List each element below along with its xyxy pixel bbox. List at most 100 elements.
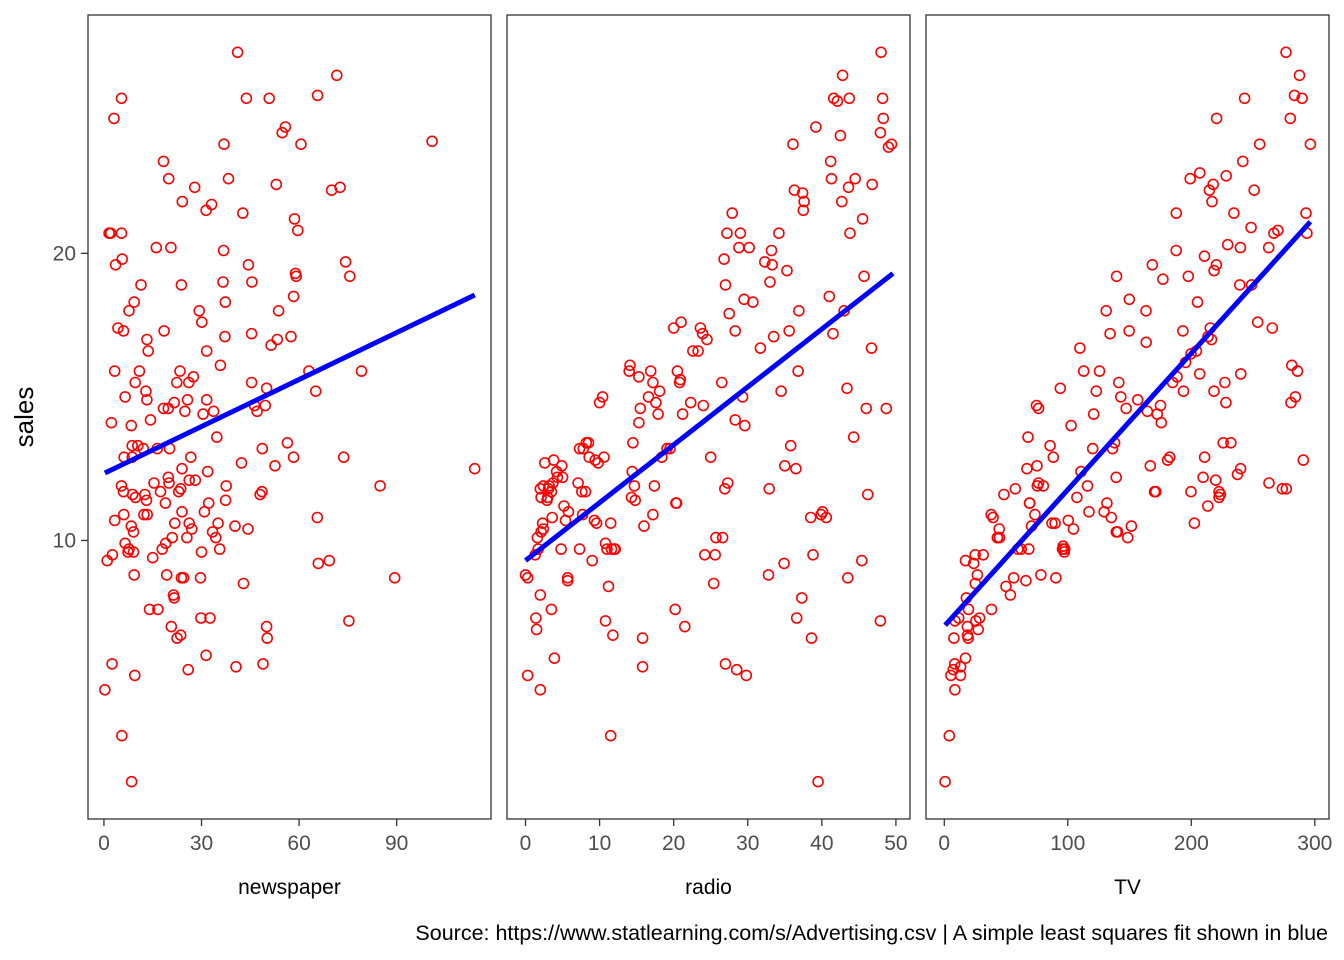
data-point [139,488,151,501]
data-point [1194,167,1206,179]
data-point [875,46,887,59]
data-point [764,276,776,288]
data-point [1031,459,1043,472]
data-point [181,531,193,544]
data-point [573,442,586,455]
data-point [108,112,120,125]
data-point [1047,451,1060,464]
data-point [1193,368,1206,380]
data-point [337,451,350,464]
data-point [165,241,177,254]
data-point [993,531,1006,544]
data-point [599,615,612,627]
data-point [174,365,186,377]
data-point [1208,385,1220,398]
data-point [158,325,170,337]
data-point [1234,279,1246,291]
data-point [781,264,793,277]
data-point [1083,505,1095,518]
data-point [734,227,747,239]
data-point [119,391,131,403]
y-tick-label: 20 [53,242,76,265]
data-point [261,632,274,644]
data-point [816,505,829,518]
data-point [179,405,191,418]
x-tick-label: 0 [520,832,532,855]
data-point [743,241,756,254]
data-point [1288,89,1301,102]
data-point [954,669,967,682]
data-point [133,365,146,377]
data-point [1191,296,1204,308]
data-point [778,557,790,570]
fit-line [943,220,1313,627]
data-point [125,520,138,532]
data-point [546,511,559,524]
data-point [583,451,596,464]
data-point [804,511,817,524]
data-point [169,517,181,530]
x-tick-label: 40 [810,832,833,855]
data-point [212,517,224,530]
panel-border [87,14,492,820]
data-point [765,244,778,257]
data-point [1284,112,1297,125]
data-point [556,471,569,484]
data-point [521,571,534,584]
data-point [1197,471,1209,484]
data-point [245,327,258,340]
data-point [183,517,195,530]
data-point [948,632,960,644]
data-point [141,333,153,346]
data-point [763,482,776,495]
data-point [195,546,208,558]
data-point [148,477,160,489]
data-point [1291,365,1304,377]
data-point [1253,138,1266,150]
data-point [165,620,178,633]
data-point [355,365,368,377]
panel-border [506,14,911,820]
data-point [1007,571,1020,584]
data-point [730,663,743,676]
data-point [106,658,118,670]
data-point [824,155,837,168]
panel-background [88,15,491,819]
data-point [1203,184,1216,196]
data-point [710,531,722,544]
data-point [1021,462,1033,475]
data-point [1297,454,1310,466]
data-point [132,439,144,452]
data-point [796,187,809,199]
data-point [157,155,170,168]
data-point [1220,396,1232,409]
data-point [237,207,249,219]
data-point [1035,569,1047,581]
data-point [1251,316,1264,329]
data-point [168,396,180,409]
data-point [754,342,767,354]
data-point [1280,482,1293,495]
data-point [607,629,619,642]
data-point [187,370,200,383]
data-point [1185,347,1197,360]
data-point [860,402,873,415]
data-point [200,393,213,406]
data-point [1093,365,1106,377]
data-point [866,178,879,191]
data-point [426,135,438,148]
data-point [718,253,730,265]
data-point [245,376,258,389]
x-tick-label: 300 [1297,832,1332,855]
data-point [644,365,657,377]
data-point [856,213,869,225]
data-point [468,462,481,475]
data-point [207,405,220,418]
x-tick-label: 50 [884,832,907,855]
panel-background [926,15,1329,819]
data-point [108,365,121,377]
data-point [1219,376,1231,389]
data-point [729,414,742,426]
data-point [108,514,121,527]
data-point [217,244,230,257]
